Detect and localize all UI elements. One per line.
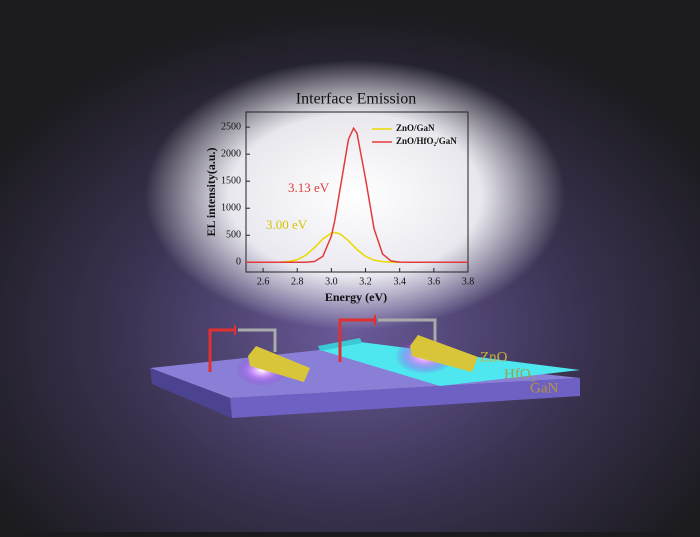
plot-frame xyxy=(245,111,469,273)
y-axis-label: EL intensity(a.u.) xyxy=(204,147,218,236)
x-tick-label: 2.8 xyxy=(291,276,304,287)
x-tick-label: 3.0 xyxy=(325,276,338,287)
legend-label: ZnO/HfO₂/GaN xyxy=(396,136,457,146)
legend-label: ZnO/GaN xyxy=(396,123,435,133)
y-tick-label: 1500 xyxy=(221,175,241,186)
wire-gray xyxy=(238,328,277,352)
y-tick-label: 0 xyxy=(236,257,241,268)
annotation: 3.00 eV xyxy=(266,217,308,232)
layer-label: ZnO xyxy=(480,349,508,365)
substrate-side xyxy=(150,368,232,418)
chart: Interface Emission Energy (eV) EL intens… xyxy=(204,91,475,304)
y-tick-label: 1000 xyxy=(221,203,241,214)
chart-title: Interface Emission xyxy=(296,91,416,108)
series-line xyxy=(246,126,468,264)
device-illustration: ZnO HfO₂ GaN xyxy=(150,315,580,418)
x-tick-label: 2.6 xyxy=(257,276,270,287)
zno-rod xyxy=(248,346,310,382)
y-tick-label: 500 xyxy=(226,230,241,241)
wire-red xyxy=(338,318,375,362)
annotation: 3.13 eV xyxy=(288,180,330,195)
x-tick-label: 3.2 xyxy=(359,276,372,287)
layer-label: HfO₂ xyxy=(504,366,536,382)
x-tick-label: 3.6 xyxy=(428,276,441,287)
wire-red xyxy=(208,328,235,372)
wire-gray xyxy=(378,318,437,342)
x-axis-label: Energy (eV) xyxy=(325,290,387,304)
x-tick-label: 3.4 xyxy=(393,276,406,287)
y-tick-label: 2500 xyxy=(221,121,241,132)
layer-label: GaN xyxy=(530,380,558,396)
x-tick-label: 3.8 xyxy=(462,276,475,287)
zno-rod xyxy=(410,335,478,372)
substrate-front xyxy=(230,378,580,418)
y-tick-label: 2000 xyxy=(221,148,241,159)
